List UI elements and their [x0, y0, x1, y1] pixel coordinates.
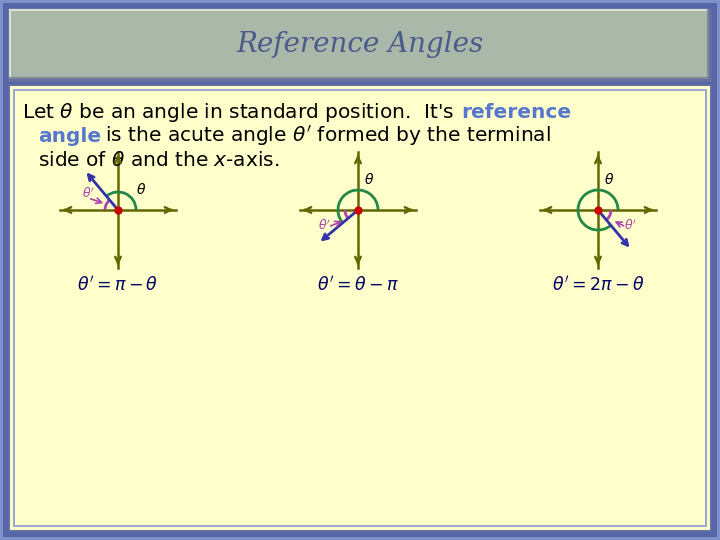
Text: $\theta$: $\theta$: [136, 182, 146, 197]
Text: $\theta'$: $\theta'$: [318, 219, 331, 233]
Text: $\theta' = \theta - \pi$: $\theta' = \theta - \pi$: [317, 275, 399, 294]
Text: angle: angle: [38, 126, 101, 145]
Text: $\theta' = 2\pi - \theta$: $\theta' = 2\pi - \theta$: [552, 275, 644, 294]
FancyBboxPatch shape: [10, 86, 710, 530]
Text: $\theta$: $\theta$: [604, 172, 614, 187]
Text: $\theta'$: $\theta'$: [624, 219, 637, 233]
Text: $\theta' = \pi - \theta$: $\theta' = \pi - \theta$: [77, 275, 158, 294]
Text: Reference Angles: Reference Angles: [236, 30, 484, 57]
Text: $\theta$: $\theta$: [364, 172, 374, 187]
Text: Let $\theta$ be an angle in standard position.  It's: Let $\theta$ be an angle in standard pos…: [22, 100, 455, 124]
Text: is the acute angle $\theta'$ formed by the terminal: is the acute angle $\theta'$ formed by t…: [99, 124, 551, 148]
FancyBboxPatch shape: [8, 8, 712, 82]
Text: $\theta'$: $\theta'$: [82, 186, 95, 201]
FancyBboxPatch shape: [3, 3, 717, 537]
FancyBboxPatch shape: [8, 84, 712, 532]
Text: side of $\theta$ and the $x$-axis.: side of $\theta$ and the $x$-axis.: [38, 151, 279, 170]
Text: reference: reference: [461, 103, 571, 122]
FancyBboxPatch shape: [10, 10, 708, 78]
